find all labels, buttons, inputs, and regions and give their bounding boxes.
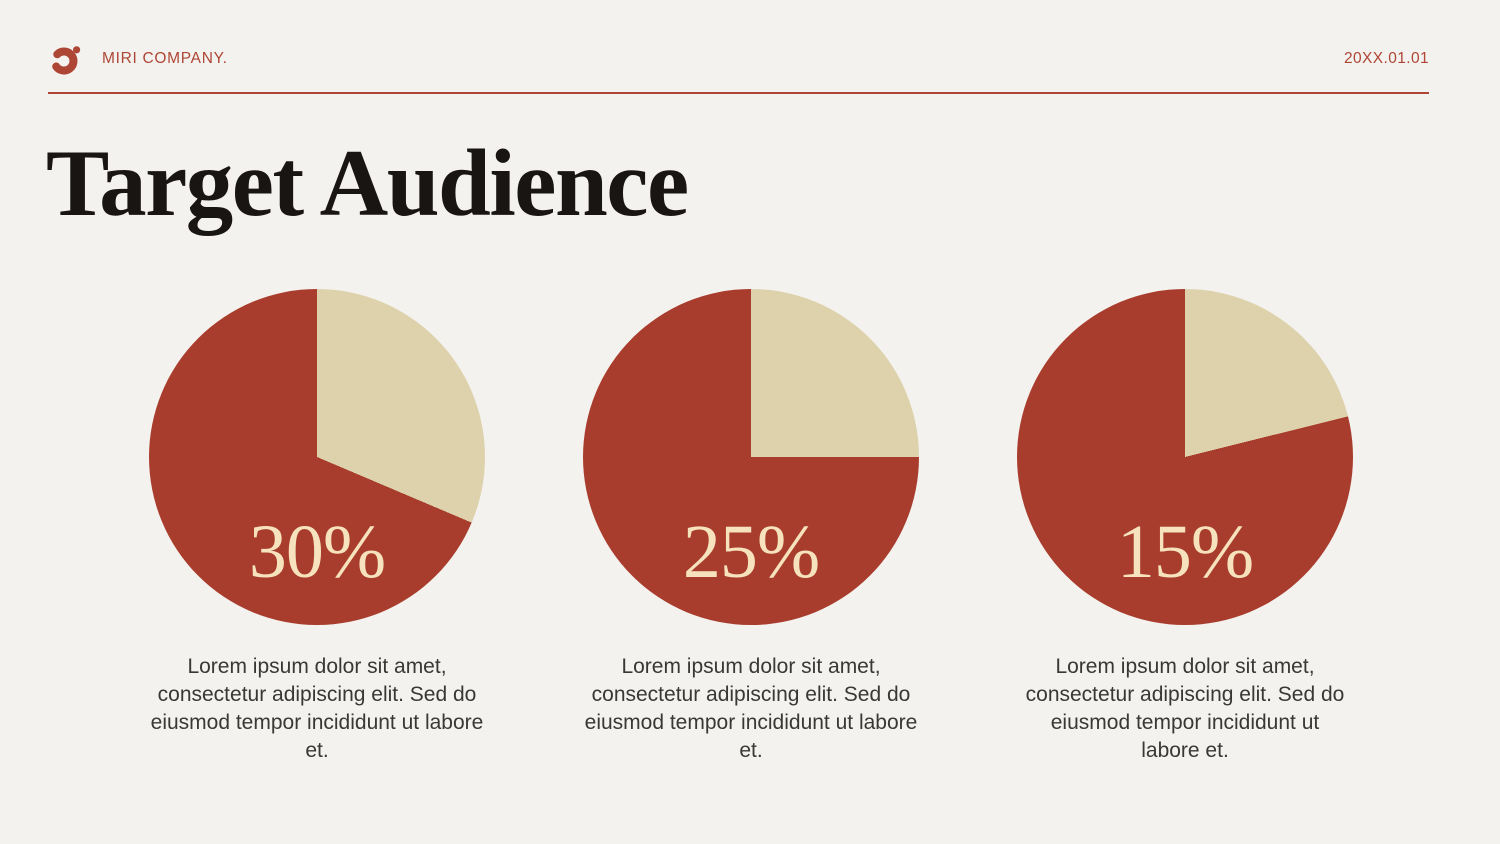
pie-1-description: Lorem ipsum dolor sit amet, consectetur …: [150, 655, 484, 762]
pie-2-percentage-label: 25%: [682, 510, 820, 594]
pie-chart-3: 15%: [1017, 289, 1353, 625]
pie-3-percentage-label: 15%: [1116, 510, 1254, 594]
company-logo-icon: [48, 42, 84, 76]
header-date: 20XX.01.01: [1343, 50, 1429, 67]
pie-chart-1: 30%: [149, 289, 485, 625]
slide-title: Target Audience: [46, 130, 689, 236]
header-divider: [48, 92, 1429, 94]
company-name: MIRI COMPANY.: [102, 50, 228, 67]
pie-3-description: Lorem ipsum dolor sit amet, consectetur …: [1025, 655, 1345, 762]
pie-1-percentage-label: 30%: [248, 510, 386, 594]
pie-chart-2: 25%: [583, 289, 919, 625]
header: MIRI COMPANY. 20XX.01.01: [48, 42, 1429, 76]
pie-2-description: Lorem ipsum dolor sit amet, consectetur …: [584, 655, 918, 762]
